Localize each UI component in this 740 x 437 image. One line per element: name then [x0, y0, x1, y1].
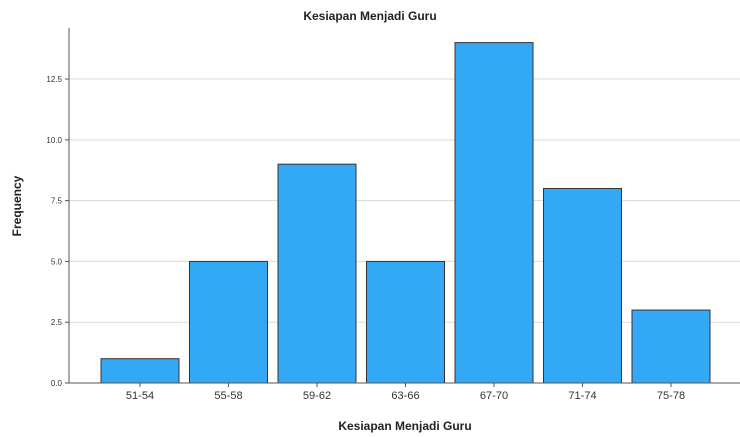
x-axis-title: Kesiapan Menjadi Guru	[338, 419, 471, 433]
chart-title: Kesiapan Menjadi Guru	[303, 9, 436, 23]
x-tick-label: 51-54	[126, 390, 154, 402]
x-tick-label: 67-70	[480, 390, 508, 402]
y-axis-title: Frequency	[10, 175, 24, 236]
y-tick-label: 0.0	[51, 379, 63, 388]
y-tick-label: 12.5	[46, 75, 62, 84]
bars	[100, 42, 711, 384]
bar-75-78	[631, 309, 711, 384]
y-tick-label: 10.0	[46, 136, 62, 145]
x-tick-labels: 51-54 55-58 59-62 63-66 67-70 71-74 75-78	[126, 383, 685, 402]
axes	[68, 28, 740, 384]
x-tick-label: 63-66	[391, 390, 419, 402]
x-tick-label: 59-62	[303, 390, 331, 402]
y-tick-labels: 0.0 2.5 5.0 7.5 10.0 12.5	[46, 75, 69, 388]
bar-63-66	[366, 260, 445, 384]
x-tick-label: 71-74	[568, 390, 596, 402]
bar-55-58	[189, 260, 268, 384]
x-tick-label: 75-78	[657, 390, 685, 402]
bar-71-74	[543, 187, 622, 384]
y-tick-label: 2.5	[51, 318, 63, 327]
y-tick-label: 5.0	[51, 257, 63, 266]
bar-59-62	[277, 163, 357, 384]
x-tick-label: 55-58	[214, 390, 242, 402]
y-tick-label: 7.5	[51, 197, 63, 206]
bar-51-54	[100, 358, 180, 384]
bar-67-70	[454, 42, 534, 384]
